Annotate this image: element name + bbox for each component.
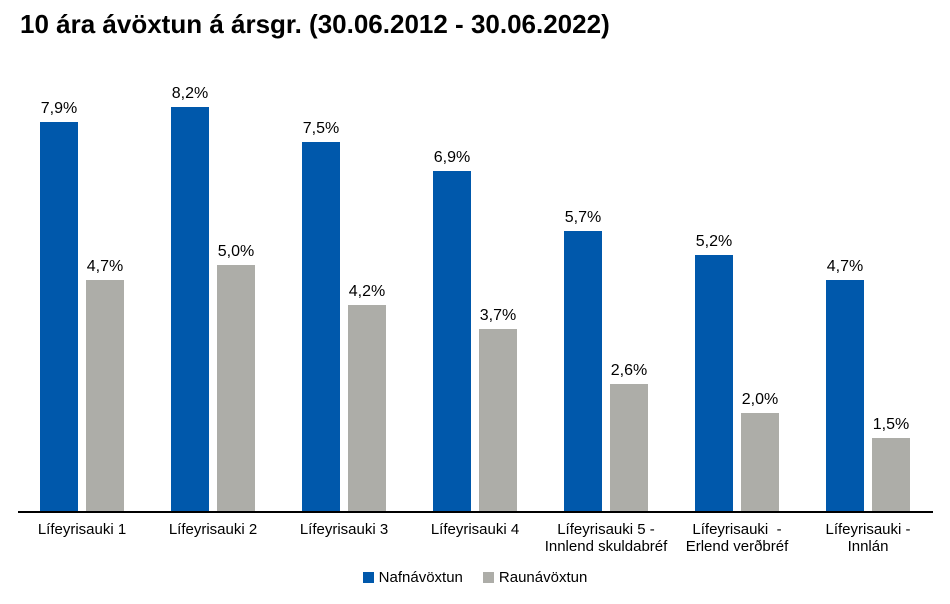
value-label-nafnavoxtun-4: 6,9% <box>433 149 471 166</box>
bar-nafnavoxtun-6 <box>695 255 733 512</box>
bar-nafnavoxtun-1 <box>40 122 78 512</box>
x-axis-label-1: Lífeyrisauki 1 <box>37 521 127 538</box>
legend-label: Nafnávöxtun <box>378 568 463 586</box>
legend-item-nafnavoxtun: Nafnávöxtun <box>362 568 463 586</box>
bar-nafnavoxtun-4 <box>433 171 471 512</box>
value-label-nafnavoxtun-1: 7,9% <box>40 100 78 117</box>
x-axis-label-7: Lífeyrisauki - Innlán <box>825 521 911 555</box>
value-label-raunavoxtun-7: 1,5% <box>872 416 910 433</box>
bar-raunavoxtun-5 <box>610 384 648 512</box>
bar-nafnavoxtun-7 <box>826 280 864 512</box>
value-label-raunavoxtun-2: 5,0% <box>217 243 255 260</box>
x-axis-label-3: Lífeyrisauki 3 <box>299 521 389 538</box>
bar-nafnavoxtun-5 <box>564 231 602 512</box>
x-axis-label-6: Lífeyrisauki - Erlend verðbréf <box>685 521 789 555</box>
bar-nafnavoxtun-2 <box>171 107 209 512</box>
value-label-raunavoxtun-5: 2,6% <box>610 362 648 379</box>
value-label-nafnavoxtun-7: 4,7% <box>826 258 864 275</box>
x-axis-labels: Lífeyrisauki 1 Lífeyrisauki 2 Lífeyrisauki… <box>0 521 950 563</box>
x-axis-label-2: Lífeyrisauki 2 <box>168 521 258 538</box>
legend: Nafnávöxtun Raunávöxtun <box>0 567 950 587</box>
bar-raunavoxtun-4 <box>479 329 517 512</box>
x-axis-label-4: Lífeyrisauki 4 <box>430 521 520 538</box>
value-label-nafnavoxtun-2: 8,2% <box>171 85 209 102</box>
x-axis-label-5: Lífeyrisauki 5 - Innlend skuldabréf <box>544 521 668 555</box>
legend-item-raunavoxtun: Raunávöxtun <box>482 568 588 586</box>
plot-area: 7,9% 4,7% 8,2% 5,0% 7,5% 4,2% 6,9% 3,7% 5,7% 2,6%… <box>0 85 950 512</box>
bar-raunavoxtun-2 <box>217 265 255 512</box>
bar-raunavoxtun-6 <box>741 413 779 512</box>
bar-raunavoxtun-1 <box>86 280 124 512</box>
bar-nafnavoxtun-3 <box>302 142 340 512</box>
value-label-nafnavoxtun-6: 5,2% <box>695 233 733 250</box>
chart-title: 10 ára ávöxtun á ársgr. (30.06.2012 - 30… <box>20 9 610 39</box>
bar-raunavoxtun-7 <box>872 438 910 512</box>
value-label-raunavoxtun-6: 2,0% <box>741 391 779 408</box>
value-label-nafnavoxtun-3: 7,5% <box>302 120 340 137</box>
legend-swatch-icon <box>482 571 494 583</box>
bar-raunavoxtun-3 <box>348 305 386 512</box>
legend-label: Raunávöxtun <box>498 568 588 586</box>
value-label-nafnavoxtun-5: 5,7% <box>564 209 602 226</box>
x-axis-line <box>18 511 933 513</box>
legend-swatch-icon <box>362 571 374 583</box>
value-label-raunavoxtun-1: 4,7% <box>86 258 124 275</box>
value-label-raunavoxtun-4: 3,7% <box>479 307 517 324</box>
value-label-raunavoxtun-3: 4,2% <box>348 283 386 300</box>
